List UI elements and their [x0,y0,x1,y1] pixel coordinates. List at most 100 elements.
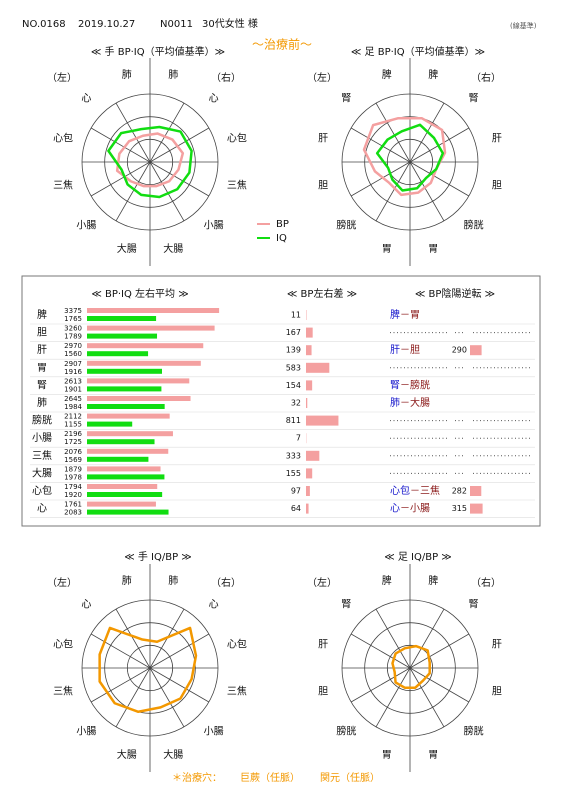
axis-label: 三焦 [227,178,247,191]
axis-label: 胃 [382,749,392,761]
bp-bar [87,308,220,313]
iq-bar [87,351,149,357]
row-name: 膀胱 [32,414,52,427]
iq-value: 1725 [64,438,82,446]
spoke [350,633,411,669]
reversal-pair: 心包－三焦 [390,484,440,497]
table-header: ≪ BP陰陽逆転 ≫ [415,287,495,300]
separator: － [400,310,410,321]
axis-label: 大腸 [117,748,137,761]
diff-bar [306,450,320,461]
iq-bar [87,421,133,427]
diff-value: 32 [291,399,301,408]
side-label: （右） [471,576,501,589]
reversal-bar [470,503,483,514]
axis-label: 大腸 [163,242,183,255]
row-name: 肺 [37,397,47,409]
row-name: 肝 [37,344,47,356]
bp-value: 1794 [64,483,82,491]
axis-label: 肝 [492,133,502,145]
diff-bar [306,362,330,373]
bp-value: 1879 [64,465,82,473]
diff-bar [306,503,309,514]
diff-bar [306,345,312,356]
iq-value: 1765 [64,315,82,323]
yang: 三焦 [420,484,440,497]
iq-bar [87,368,162,374]
axis-label: 小腸 [76,220,96,232]
series-line [98,626,198,714]
yin: 肝 [390,344,400,356]
spoke [149,127,210,163]
side-label: （左） [47,576,77,589]
axis-label: 大腸 [163,748,183,761]
iq-bar [87,474,165,480]
bp-value: 2076 [64,448,82,456]
footer-label: ＊治療穴： [172,771,222,784]
iq-value: 1155 [64,421,82,429]
spoke [409,667,445,728]
diff-value: 64 [291,504,301,513]
reversal-pair: 腎－膀胱 [390,378,430,391]
axis-label: 心 [209,598,219,610]
spoke [115,667,151,728]
yin: 脾 [390,308,400,321]
reversal-pair: 心－小腸 [390,503,430,515]
bp-bar [87,431,173,437]
chart-title: ≪ 手 BP·IQ（平均値基準）≫ [91,45,225,58]
spoke [149,667,210,703]
yin: 心 [390,503,400,515]
diff-bar [306,398,308,408]
diff-bar [306,380,313,391]
axis-label: 心包 [227,638,247,651]
side-label: （左） [307,576,337,589]
bp-bar [87,466,161,472]
series-line [107,125,193,199]
spoke [115,608,151,669]
table-frame [21,275,541,527]
axis-label: 三焦 [53,178,73,191]
iq-bar [87,456,149,462]
bp-value: 2970 [64,342,82,350]
spoke [350,161,411,197]
diff-bar [306,468,313,479]
yang: 膀胱 [410,378,430,391]
row-name: 大腸 [32,466,52,479]
bp-bar [87,448,169,454]
axis-label: 腎 [469,598,479,610]
bp-value: 2112 [64,413,82,421]
axis-label: 肺 [122,575,132,587]
iq-bar [87,386,162,392]
iq-value: 2083 [64,509,82,517]
reversal-value: 290 [452,346,467,355]
diff-value: 167 [286,328,301,337]
axis-label: 肝 [318,133,328,145]
axis-label: 腎 [341,598,351,610]
bp-value: 2196 [64,430,82,438]
axis-label: 肺 [168,69,178,81]
series-line [391,644,431,689]
spoke [115,161,151,222]
reversal-value: 315 [452,504,467,513]
spoke [375,608,411,669]
spoke [350,667,411,703]
separator: － [400,398,410,409]
footer-point: 関元（任脈） [320,771,380,784]
spoke [90,127,151,163]
diff-bar [306,415,339,426]
footer-point: 巨蕨（任脈） [240,771,300,784]
patient-id: N0011 [160,19,193,30]
spoke [375,161,411,222]
series-line [115,132,185,188]
spoke [90,633,151,669]
row-name: 小腸 [32,432,52,444]
side-label: （右） [211,71,241,84]
reversal-pair: 肺－大腸 [390,396,430,409]
iq-bar [87,333,158,339]
spoke [375,102,411,163]
bp-bar [87,484,158,489]
row-name: 三焦 [32,449,52,462]
row-name: 脾 [37,308,47,321]
chart-title: ≪ 手 IQ/BP ≫ [124,550,192,563]
